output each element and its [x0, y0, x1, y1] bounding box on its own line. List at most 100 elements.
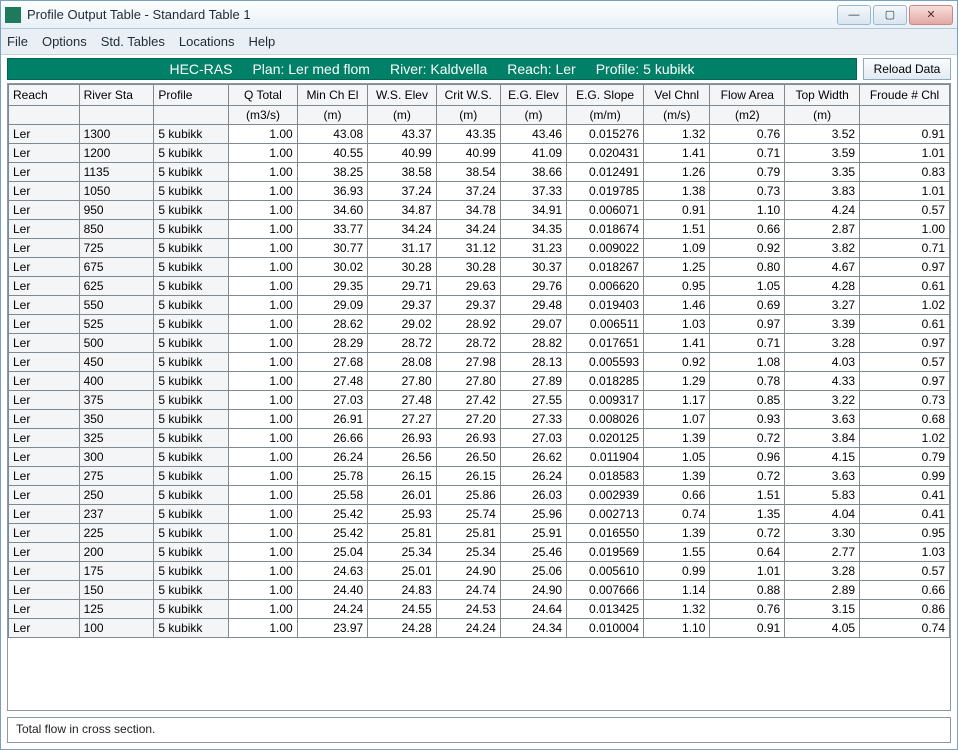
- cell: 5 kubikk: [154, 239, 229, 258]
- col-unit-8: (m/m): [567, 106, 644, 125]
- table-row[interactable]: Ler2255 kubikk1.0025.4225.8125.8125.910.…: [9, 524, 950, 543]
- table-row[interactable]: Ler6755 kubikk1.0030.0230.2830.2830.370.…: [9, 258, 950, 277]
- cell: 0.91: [860, 125, 950, 144]
- cell: 0.016550: [567, 524, 644, 543]
- cell: Ler: [9, 353, 80, 372]
- cell: 1.00: [229, 239, 297, 258]
- cell: 0.72: [710, 467, 785, 486]
- info-reach: Reach: Ler: [507, 61, 575, 77]
- cell: 24.74: [436, 581, 500, 600]
- cell: 0.57: [860, 201, 950, 220]
- cell: 23.97: [297, 619, 368, 638]
- minimize-button[interactable]: —: [837, 5, 871, 25]
- cell: 1.02: [860, 296, 950, 315]
- table-row[interactable]: Ler11355 kubikk1.0038.2538.5838.5438.660…: [9, 163, 950, 182]
- cell: 1.29: [644, 372, 710, 391]
- cell: 26.56: [368, 448, 436, 467]
- col-header-5[interactable]: W.S. Elev: [368, 85, 436, 106]
- col-header-11[interactable]: Top Width: [785, 85, 860, 106]
- table-row[interactable]: Ler1505 kubikk1.0024.4024.8324.7424.900.…: [9, 581, 950, 600]
- cell: 3.83: [785, 182, 860, 201]
- cell: 0.91: [710, 619, 785, 638]
- table-row[interactable]: Ler2375 kubikk1.0025.4225.9325.7425.960.…: [9, 505, 950, 524]
- col-header-1[interactable]: River Sta: [79, 85, 154, 106]
- cell: 5 kubikk: [154, 448, 229, 467]
- table-row[interactable]: Ler2005 kubikk1.0025.0425.3425.3425.460.…: [9, 543, 950, 562]
- table-row[interactable]: Ler13005 kubikk1.0043.0843.3743.3543.460…: [9, 125, 950, 144]
- col-header-9[interactable]: Vel Chnl: [644, 85, 710, 106]
- info-profile: Profile: 5 kubikk: [596, 61, 695, 77]
- cell: Ler: [9, 258, 80, 277]
- cell: Ler: [9, 163, 80, 182]
- cell: 30.02: [297, 258, 368, 277]
- maximize-button[interactable]: ▢: [873, 5, 907, 25]
- cell: 0.007666: [567, 581, 644, 600]
- cell: 26.93: [368, 429, 436, 448]
- table-row[interactable]: Ler6255 kubikk1.0029.3529.7129.6329.760.…: [9, 277, 950, 296]
- col-header-3[interactable]: Q Total: [229, 85, 297, 106]
- menu-help[interactable]: Help: [249, 34, 276, 49]
- table-row[interactable]: Ler1255 kubikk1.0024.2424.5524.5324.640.…: [9, 600, 950, 619]
- table-row[interactable]: Ler8505 kubikk1.0033.7734.2434.2434.350.…: [9, 220, 950, 239]
- table-row[interactable]: Ler1755 kubikk1.0024.6325.0124.9025.060.…: [9, 562, 950, 581]
- menu-file[interactable]: File: [7, 34, 28, 49]
- cell: 725: [79, 239, 154, 258]
- col-header-6[interactable]: Crit W.S.: [436, 85, 500, 106]
- cell: 1.00: [229, 334, 297, 353]
- cell: 5 kubikk: [154, 467, 229, 486]
- cell: 1.00: [229, 410, 297, 429]
- table-row[interactable]: Ler5505 kubikk1.0029.0929.3729.3729.480.…: [9, 296, 950, 315]
- table-row[interactable]: Ler4005 kubikk1.0027.4827.8027.8027.890.…: [9, 372, 950, 391]
- cell: 1.00: [229, 125, 297, 144]
- cell: 1.00: [860, 220, 950, 239]
- cell: Ler: [9, 220, 80, 239]
- cell: 0.012491: [567, 163, 644, 182]
- table-row[interactable]: Ler9505 kubikk1.0034.6034.8734.7834.910.…: [9, 201, 950, 220]
- cell: 27.68: [297, 353, 368, 372]
- table-row[interactable]: Ler1005 kubikk1.0023.9724.2824.2424.340.…: [9, 619, 950, 638]
- table-row[interactable]: Ler10505 kubikk1.0036.9337.2437.2437.330…: [9, 182, 950, 201]
- table-row[interactable]: Ler12005 kubikk1.0040.5540.9940.9941.090…: [9, 144, 950, 163]
- col-header-10[interactable]: Flow Area: [710, 85, 785, 106]
- cell: 28.29: [297, 334, 368, 353]
- reload-button[interactable]: Reload Data: [863, 58, 951, 80]
- table-row[interactable]: Ler4505 kubikk1.0027.6828.0827.9828.130.…: [9, 353, 950, 372]
- col-header-0[interactable]: Reach: [9, 85, 80, 106]
- table-row[interactable]: Ler7255 kubikk1.0030.7731.1731.1231.230.…: [9, 239, 950, 258]
- col-header-4[interactable]: Min Ch El: [297, 85, 368, 106]
- cell: 38.54: [436, 163, 500, 182]
- cell: 30.37: [500, 258, 566, 277]
- cell: Ler: [9, 410, 80, 429]
- table-row[interactable]: Ler5005 kubikk1.0028.2928.7228.7228.820.…: [9, 334, 950, 353]
- cell: 0.93: [710, 410, 785, 429]
- col-header-2[interactable]: Profile: [154, 85, 229, 106]
- cell: 0.013425: [567, 600, 644, 619]
- cell: 225: [79, 524, 154, 543]
- cell: Ler: [9, 182, 80, 201]
- cell: 237: [79, 505, 154, 524]
- table-row[interactable]: Ler3755 kubikk1.0027.0327.4827.4227.550.…: [9, 391, 950, 410]
- cell: 27.20: [436, 410, 500, 429]
- menu-options[interactable]: Options: [42, 34, 87, 49]
- col-header-7[interactable]: E.G. Elev: [500, 85, 566, 106]
- table-row[interactable]: Ler2505 kubikk1.0025.5826.0125.8626.030.…: [9, 486, 950, 505]
- close-button[interactable]: ✕: [909, 5, 953, 25]
- table-row[interactable]: Ler5255 kubikk1.0028.6229.0228.9229.070.…: [9, 315, 950, 334]
- cell: 24.24: [297, 600, 368, 619]
- cell: 2.89: [785, 581, 860, 600]
- cell: 4.15: [785, 448, 860, 467]
- data-table-container[interactable]: ReachRiver StaProfileQ TotalMin Ch ElW.S…: [7, 83, 951, 711]
- cell: Ler: [9, 296, 80, 315]
- table-row[interactable]: Ler3255 kubikk1.0026.6626.9326.9327.030.…: [9, 429, 950, 448]
- table-row[interactable]: Ler2755 kubikk1.0025.7826.1526.1526.240.…: [9, 467, 950, 486]
- table-row[interactable]: Ler3005 kubikk1.0026.2426.5626.5026.620.…: [9, 448, 950, 467]
- menu-locations[interactable]: Locations: [179, 34, 235, 49]
- col-header-12[interactable]: Froude # Chl: [860, 85, 950, 106]
- cell: 40.55: [297, 144, 368, 163]
- col-header-8[interactable]: E.G. Slope: [567, 85, 644, 106]
- cell: 34.60: [297, 201, 368, 220]
- menu-std-tables[interactable]: Std. Tables: [101, 34, 165, 49]
- table-row[interactable]: Ler3505 kubikk1.0026.9127.2727.2027.330.…: [9, 410, 950, 429]
- cell: Ler: [9, 315, 80, 334]
- cell: 31.12: [436, 239, 500, 258]
